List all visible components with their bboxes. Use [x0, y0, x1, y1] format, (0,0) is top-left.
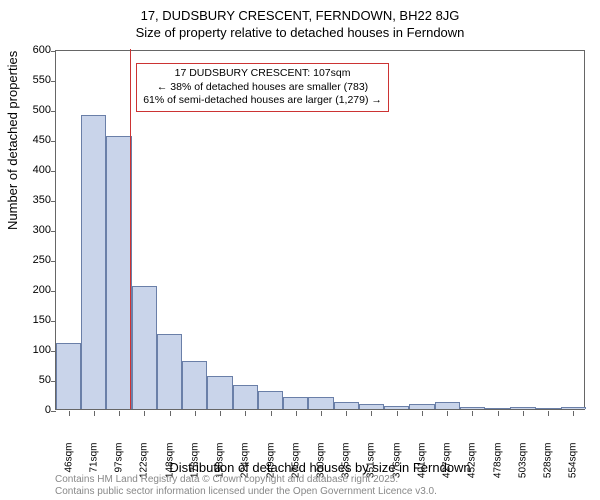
xtick-mark: [422, 411, 423, 416]
chart-area: 05010015020025030035040045050055060046sq…: [55, 50, 585, 410]
ytick-label: 350: [11, 194, 51, 206]
xtick-mark: [498, 411, 499, 416]
ytick-label: 50: [11, 374, 51, 386]
xtick-mark: [573, 411, 574, 416]
histogram-bar: [283, 397, 308, 409]
xtick-mark: [296, 411, 297, 416]
ytick-mark: [51, 321, 56, 322]
histogram-bar: [510, 407, 535, 409]
xtick-mark: [94, 411, 95, 416]
histogram-bar: [233, 385, 258, 409]
xtick-mark: [523, 411, 524, 416]
xtick-mark: [271, 411, 272, 416]
histogram-bar: [182, 361, 207, 409]
title-main: 17, DUDSBURY CRESCENT, FERNDOWN, BH22 8J…: [0, 0, 600, 23]
ytick-mark: [51, 81, 56, 82]
ytick-mark: [51, 171, 56, 172]
ytick-mark: [51, 231, 56, 232]
property-marker-line: [130, 49, 131, 409]
histogram-bar: [409, 404, 434, 409]
footer-line1: Contains HM Land Registry data © Crown c…: [55, 474, 437, 486]
ytick-mark: [51, 141, 56, 142]
histogram-bar: [485, 408, 510, 409]
xtick-mark: [447, 411, 448, 416]
histogram-bar: [384, 406, 409, 409]
xtick-mark: [245, 411, 246, 416]
xtick-mark: [472, 411, 473, 416]
xtick-mark: [371, 411, 372, 416]
ytick-label: 500: [11, 104, 51, 116]
xtick-mark: [69, 411, 70, 416]
ytick-label: 0: [11, 404, 51, 416]
footer-attribution: Contains HM Land Registry data © Crown c…: [55, 474, 437, 498]
xtick-mark: [195, 411, 196, 416]
histogram-bar: [561, 407, 586, 409]
ytick-label: 150: [11, 314, 51, 326]
ytick-label: 450: [11, 134, 51, 146]
histogram-bar: [308, 397, 333, 409]
histogram-bar: [56, 343, 81, 409]
ytick-mark: [51, 111, 56, 112]
histogram-bar: [359, 404, 384, 409]
xtick-mark: [170, 411, 171, 416]
ytick-mark: [51, 51, 56, 52]
ytick-label: 300: [11, 224, 51, 236]
histogram-bar: [157, 334, 182, 409]
plot-region: 05010015020025030035040045050055060046sq…: [55, 50, 585, 410]
annotation-box: 17 DUDSBURY CRESCENT: 107sqm← 38% of det…: [136, 63, 389, 112]
histogram-bar: [460, 407, 485, 409]
histogram-bar: [106, 136, 131, 409]
annotation-line1: 17 DUDSBURY CRESCENT: 107sqm: [143, 67, 382, 81]
xtick-mark: [220, 411, 221, 416]
ytick-label: 100: [11, 344, 51, 356]
xtick-mark: [548, 411, 549, 416]
ytick-mark: [51, 291, 56, 292]
ytick-mark: [51, 261, 56, 262]
histogram-bar: [334, 402, 359, 409]
histogram-bar: [81, 115, 106, 409]
x-axis-label: Distribution of detached houses by size …: [55, 460, 585, 475]
ytick-mark: [51, 201, 56, 202]
xtick-mark: [397, 411, 398, 416]
histogram-bar: [132, 286, 157, 409]
ytick-label: 400: [11, 164, 51, 176]
ytick-label: 200: [11, 284, 51, 296]
histogram-bar: [258, 391, 283, 409]
ytick-label: 600: [11, 44, 51, 56]
annotation-line2: ← 38% of detached houses are smaller (78…: [143, 81, 382, 95]
xtick-mark: [119, 411, 120, 416]
annotation-line3: 61% of semi-detached houses are larger (…: [143, 94, 382, 108]
ytick-label: 550: [11, 74, 51, 86]
title-sub: Size of property relative to detached ho…: [0, 23, 600, 40]
histogram-bar: [207, 376, 232, 409]
xtick-mark: [321, 411, 322, 416]
ytick-label: 250: [11, 254, 51, 266]
ytick-mark: [51, 411, 56, 412]
histogram-bar: [536, 408, 561, 409]
histogram-bar: [435, 402, 460, 409]
footer-line2: Contains public sector information licen…: [55, 486, 437, 498]
xtick-mark: [144, 411, 145, 416]
xtick-mark: [346, 411, 347, 416]
